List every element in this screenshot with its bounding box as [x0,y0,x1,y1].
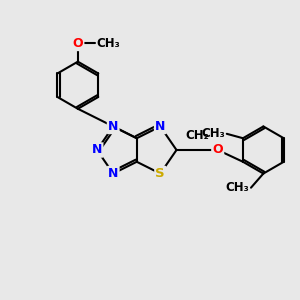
Text: N: N [155,120,166,133]
Text: CH₃: CH₃ [96,37,120,50]
Text: CH₂: CH₂ [186,129,210,142]
Text: S: S [155,167,165,180]
Text: O: O [212,143,223,157]
Text: O: O [73,37,83,50]
Text: CH₃: CH₃ [226,181,250,194]
Text: N: N [108,120,119,133]
Text: N: N [92,143,102,157]
Text: CH₃: CH₃ [202,127,225,140]
Text: N: N [108,167,119,180]
